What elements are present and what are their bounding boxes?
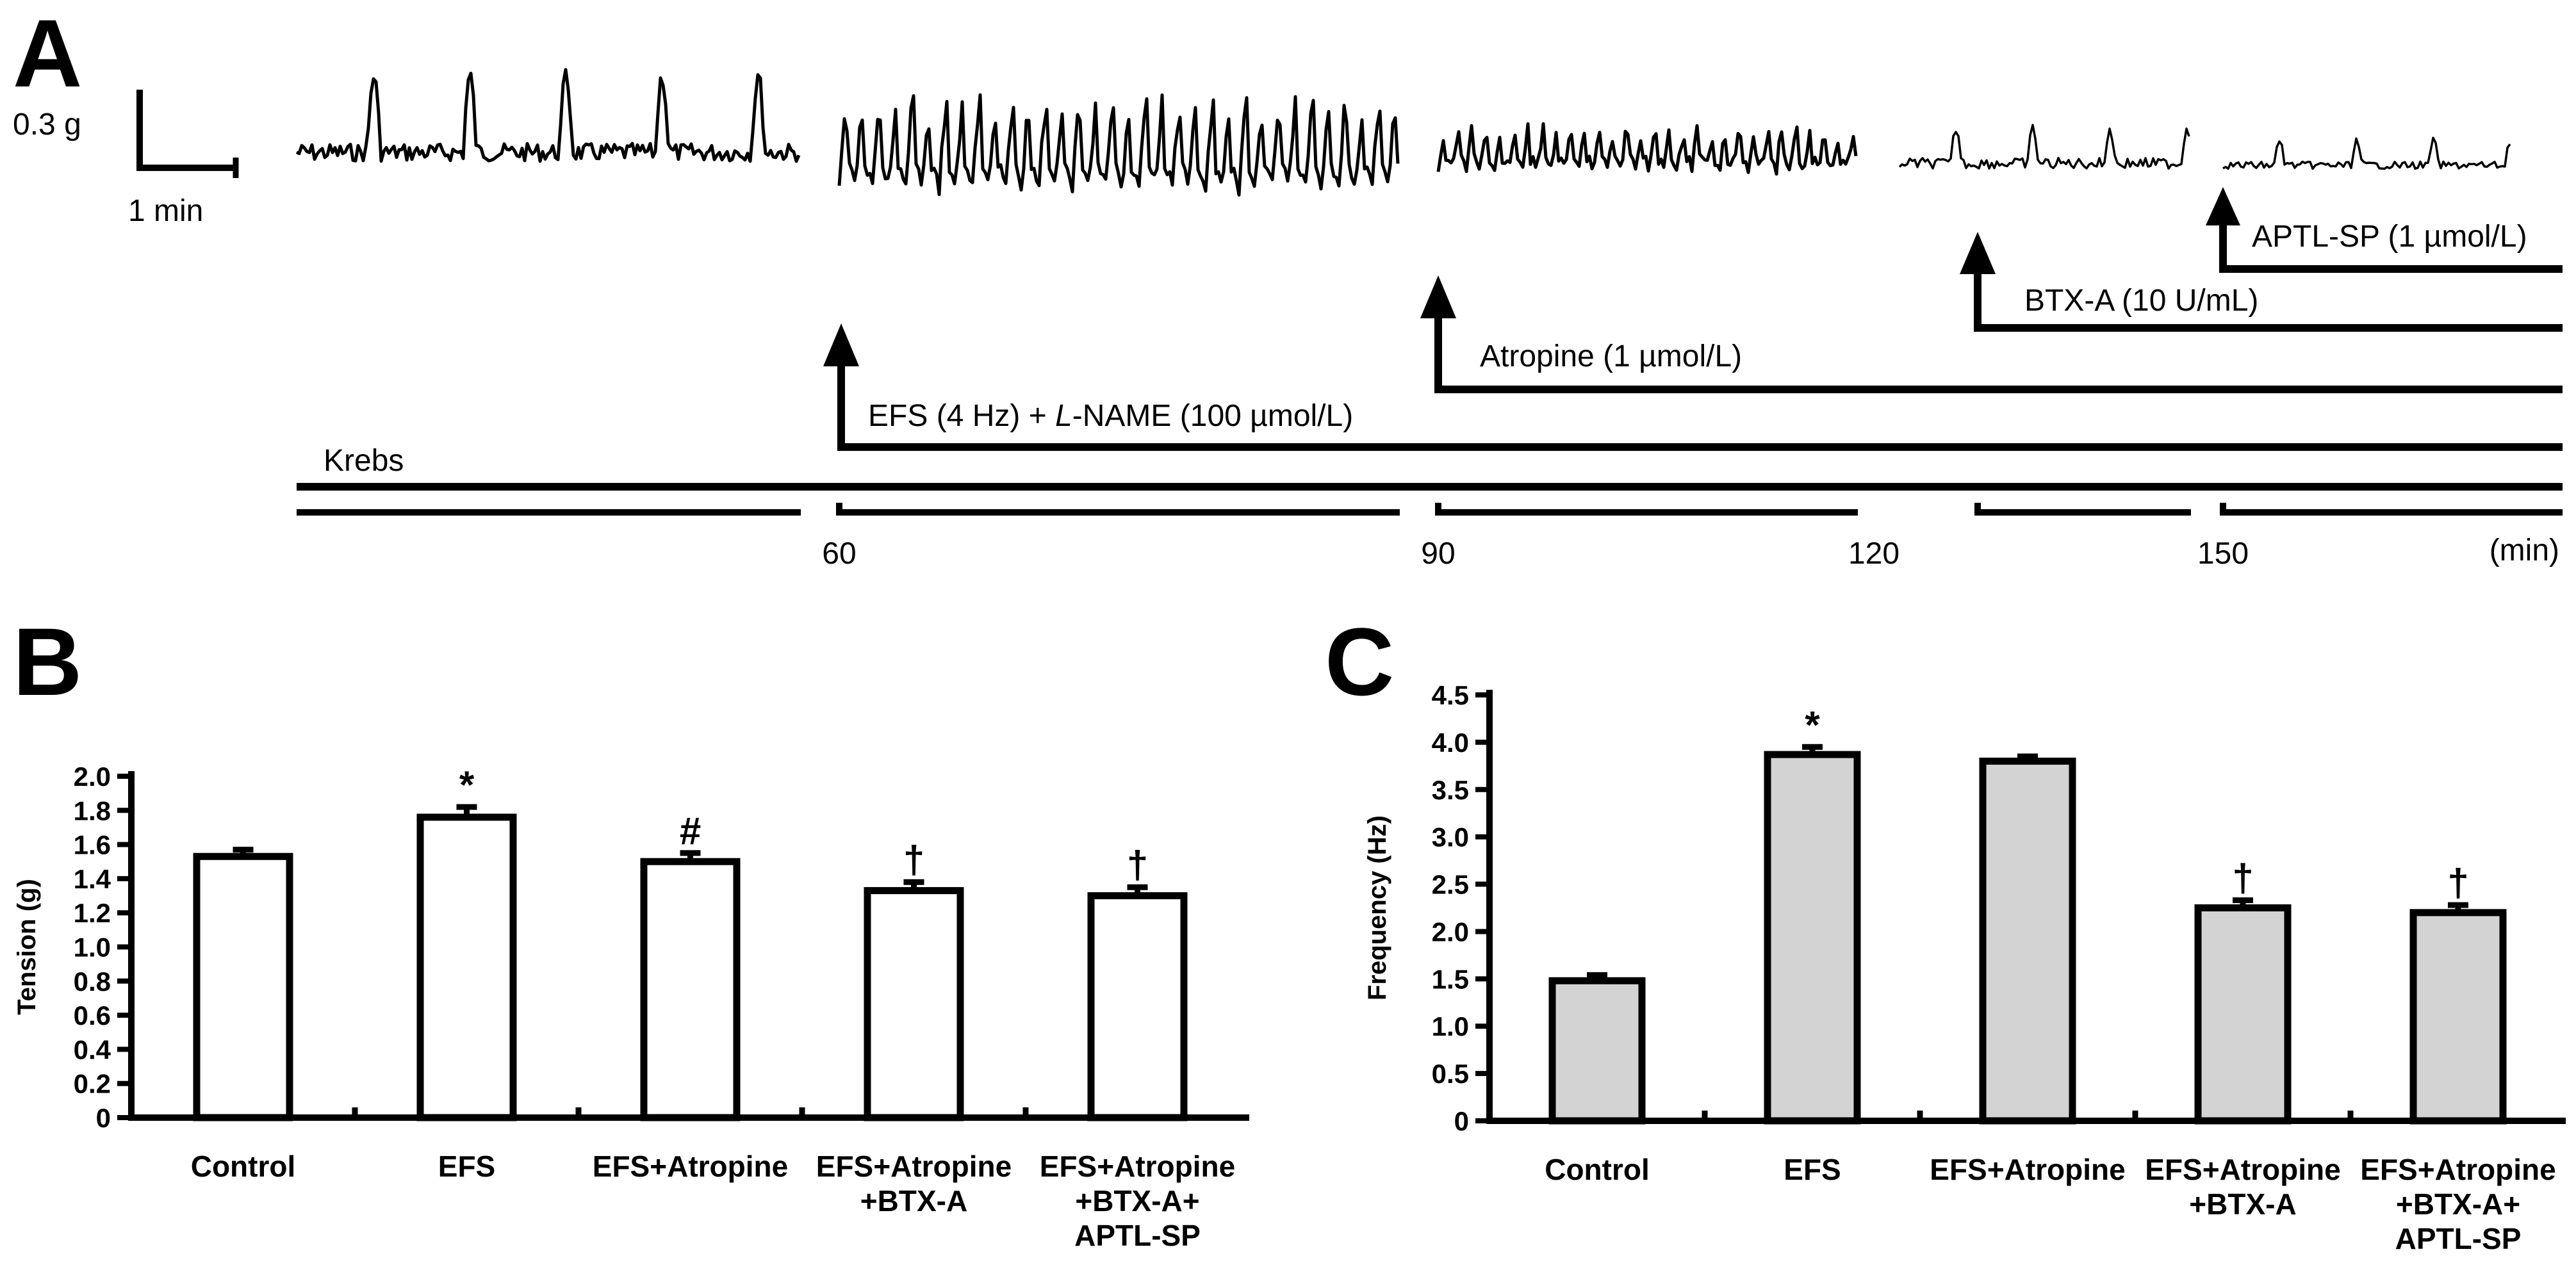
y-tick-label: 0.8	[74, 966, 111, 997]
x-tick-label: EFS+Atropine +BTX-A	[816, 1150, 1012, 1218]
panel-c-letter: C	[1325, 608, 1394, 715]
time-tick-120: 120	[1848, 537, 1899, 571]
y-tick-label: 3.0	[1432, 822, 1469, 852]
bar	[2194, 904, 2292, 1125]
tension-trace	[295, 68, 801, 163]
tension-trace	[1898, 124, 2190, 170]
x-tick-label: EFS	[438, 1150, 495, 1183]
y-tick-label: 2.5	[1432, 870, 1469, 900]
significance-marker: *	[1805, 703, 1820, 746]
atropine-label: Atropine (1 µmol/L)	[1480, 339, 1742, 373]
time-tick-150: 150	[2197, 537, 2249, 571]
tension-trace	[2222, 136, 2511, 170]
efs-arrow-icon	[823, 323, 859, 366]
treatment-aptl-sp: APTL-SP (1 µmol/L)	[2206, 187, 2563, 273]
y-tick-label: 0.5	[1432, 1059, 1469, 1089]
y-tick-label: 2.0	[74, 762, 111, 792]
panel-a: A 0.3 g 1 min Krebs EFS (4 Hz) + L-NAME …	[13, 0, 2563, 571]
y-tick-label: 1.8	[74, 795, 111, 826]
y-axis-title: Tension (g)	[13, 879, 41, 1015]
btxa-line	[1974, 268, 2563, 332]
bar	[193, 852, 293, 1121]
significance-marker: #	[680, 810, 701, 852]
time-segment	[1435, 503, 1858, 516]
panel-c-chart: 0 0.5 1.0 1.5 2.0 2.5 3.0 3.5 4.0 4.5 Frequency (H…	[1363, 680, 2566, 1255]
x-tick-label: EFS+Atropine	[1930, 1153, 2125, 1186]
x-tick-label: EFS+Atropine +BTX-A+ APTL-SP	[2360, 1153, 2555, 1255]
bar	[2409, 909, 2507, 1125]
atropine-arrow-icon	[1420, 275, 1456, 318]
efs-label: EFS (4 Hz) + L-NAME (100 µmol/L)	[868, 399, 1353, 433]
treatment-krebs: Krebs	[297, 444, 2563, 491]
significance-marker: †	[2447, 861, 2468, 904]
y-axis-title: Frequency (Hz)	[1363, 815, 1391, 1000]
efs-line	[837, 359, 2563, 451]
bar	[864, 887, 964, 1121]
y-tick-label: 1.0	[1432, 1011, 1469, 1041]
y-tick-label: 0	[1454, 1106, 1469, 1136]
y-tick-label: 0.2	[74, 1069, 111, 1099]
x-tick-label: Control	[1545, 1153, 1650, 1186]
scale-bar: 0.3 g 1 min	[13, 90, 239, 228]
krebs-label: Krebs	[324, 444, 404, 478]
panel-a-letter: A	[13, 0, 82, 107]
treatment-efs-lname: EFS (4 Hz) + L-NAME (100 µmol/L)	[823, 323, 2563, 451]
y-tick-label: 1.5	[1432, 964, 1469, 994]
time-tick-90: 90	[1421, 537, 1455, 571]
treatment-atropine: Atropine (1 µmol/L)	[1420, 275, 2563, 393]
scale-bar-lines	[136, 90, 237, 171]
panel-b-letter: B	[13, 608, 82, 715]
bar	[1979, 757, 2076, 1125]
tension-traces	[295, 68, 2511, 197]
bar	[1764, 751, 1861, 1125]
btxa-label: BTX-A (10 U/mL)	[2024, 284, 2258, 318]
y-tick-label: 3.5	[1432, 775, 1469, 805]
x-tick-label: EFS+Atropine +BTX-A+ APTL-SP	[1040, 1150, 1235, 1252]
bar	[640, 858, 741, 1121]
y-tick-label: 1.6	[74, 830, 111, 860]
y-tick-label: 0	[96, 1103, 111, 1133]
time-segment	[836, 503, 1400, 516]
time-segment	[2220, 503, 2563, 516]
scale-bar-vertical-label: 0.3 g	[13, 108, 81, 142]
panel-b-chart: 0 0.2 0.40.60.81.0 1.2 1.4 1.6 1.82.0 Tension (…	[13, 762, 1249, 1252]
significance-marker: *	[459, 763, 475, 806]
aptl-sp-label: APTL-SP (1 µmol/L)	[2252, 220, 2527, 254]
bar	[1548, 977, 1646, 1125]
x-tick-label: EFS	[1784, 1153, 1841, 1186]
time-tick-60: 60	[822, 537, 856, 571]
significance-marker: †	[2232, 857, 2253, 900]
y-tick-label: 0.6	[74, 1000, 111, 1031]
y-tick-label: 4.5	[1432, 680, 1469, 710]
time-segment	[1974, 503, 2191, 516]
aptl-sp-arrow-icon	[2206, 187, 2240, 225]
scale-bar-horizontal-label: 1 min	[128, 194, 203, 228]
tension-trace	[837, 93, 1400, 197]
bar	[416, 813, 517, 1121]
tension-trace	[1436, 122, 1858, 176]
aptl-sp-line	[2219, 218, 2563, 273]
atropine-line	[1434, 311, 2563, 393]
y-tick-label: 0.4	[74, 1034, 111, 1064]
time-axis: 60 90 120 150 (min)	[297, 503, 2563, 571]
y-tick-label: 2.0	[1432, 917, 1469, 947]
btxa-arrow-icon	[1960, 232, 1996, 274]
x-tick-label: EFS+Atropine +BTX-A	[2145, 1153, 2340, 1221]
x-tick-label: EFS+Atropine	[593, 1150, 788, 1183]
bar	[1087, 892, 1188, 1121]
y-tick-label: 1.2	[74, 898, 111, 928]
significance-marker: †	[1127, 843, 1148, 886]
time-unit-label: (min)	[2490, 534, 2559, 567]
y-tick-label: 1.0	[74, 933, 111, 963]
treatment-btxa: BTX-A (10 U/mL)	[1960, 232, 2563, 332]
y-tick-label: 4.0	[1432, 728, 1469, 758]
y-tick-label: 1.4	[74, 864, 111, 894]
x-tick-label: Control	[191, 1150, 296, 1183]
significance-marker: †	[903, 838, 924, 881]
